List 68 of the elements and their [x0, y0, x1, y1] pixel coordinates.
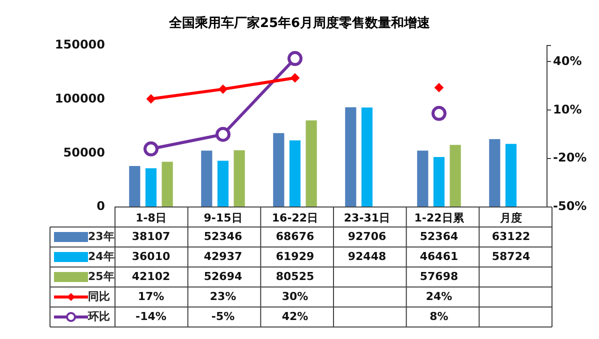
data-label: 52694: [204, 270, 242, 283]
bar: [145, 168, 157, 207]
bar: [433, 157, 445, 207]
point: [288, 51, 302, 66]
data-label: 36010: [132, 250, 170, 263]
y2-tick-label: 40%: [553, 54, 582, 68]
data-label: 23%: [210, 290, 236, 303]
bar: [361, 108, 373, 207]
data-label: 52346: [204, 230, 242, 243]
bar: [505, 144, 517, 207]
bar: [489, 139, 500, 207]
chart-title: 全国乘用车厂家25年6月周度零售数量和增速: [168, 15, 432, 32]
x-tick-label: 16-22日: [272, 211, 318, 224]
y-tick-label: 100000: [54, 92, 105, 106]
y-tick-label: 50000: [63, 145, 105, 160]
y2-tick-label: -20%: [553, 150, 587, 165]
x-tick-label: 23-31日: [344, 211, 390, 224]
data-label: 92706: [348, 230, 386, 243]
y-tick-label: 0: [96, 199, 105, 214]
bar: [289, 140, 301, 207]
data-label: 92448: [348, 250, 386, 263]
y2-tick-label: -50%: [553, 199, 587, 214]
data-label: 42%: [282, 310, 308, 323]
bar: [306, 120, 317, 207]
bar: [273, 133, 284, 207]
point: [434, 83, 444, 92]
data-label: 42102: [132, 270, 170, 283]
bar: [201, 150, 212, 207]
data-label: 63122: [492, 230, 530, 243]
data-label: 68676: [276, 230, 314, 243]
data-label: 57698: [420, 270, 458, 283]
legend-label: 25年: [88, 270, 114, 283]
point: [144, 141, 158, 156]
bar: [129, 166, 140, 207]
data-label: -5%: [211, 310, 235, 323]
data-label: 30%: [282, 290, 308, 303]
point: [218, 84, 228, 94]
point: [290, 73, 300, 82]
data-label: 46461: [420, 250, 458, 263]
x-tick-label: 1-22日累: [414, 211, 465, 224]
data-label: 58724: [492, 250, 530, 263]
bar: [217, 160, 229, 207]
legend-label: 环比: [87, 310, 110, 323]
data-label: 8%: [430, 310, 448, 323]
y2-tick-label: 10%: [553, 102, 582, 116]
bar: [234, 150, 245, 207]
data-label: -14%: [136, 310, 166, 323]
x-tick-label: 1-8日: [136, 211, 166, 224]
legend-label: 23年: [88, 230, 114, 243]
point: [146, 94, 156, 104]
bar: [162, 162, 173, 207]
x-tick-label: 月度: [499, 211, 522, 224]
bar: [417, 150, 428, 207]
x-tick-label: 9-15日: [204, 211, 242, 224]
data-label: 61929: [276, 250, 314, 263]
y-tick-label: 150000: [54, 38, 105, 52]
bar: [345, 107, 356, 207]
data-label: 42937: [204, 250, 242, 263]
point: [216, 126, 230, 142]
legend-label: 同比: [88, 290, 110, 303]
data-label: 80525: [276, 270, 314, 283]
bar: [450, 144, 461, 207]
data-label: 38107: [132, 230, 170, 243]
data-label: 24%: [426, 290, 452, 303]
data-label: 52364: [420, 230, 458, 243]
data-label: 17%: [138, 290, 164, 303]
point: [432, 106, 446, 121]
legend-label: 24年: [88, 250, 114, 263]
